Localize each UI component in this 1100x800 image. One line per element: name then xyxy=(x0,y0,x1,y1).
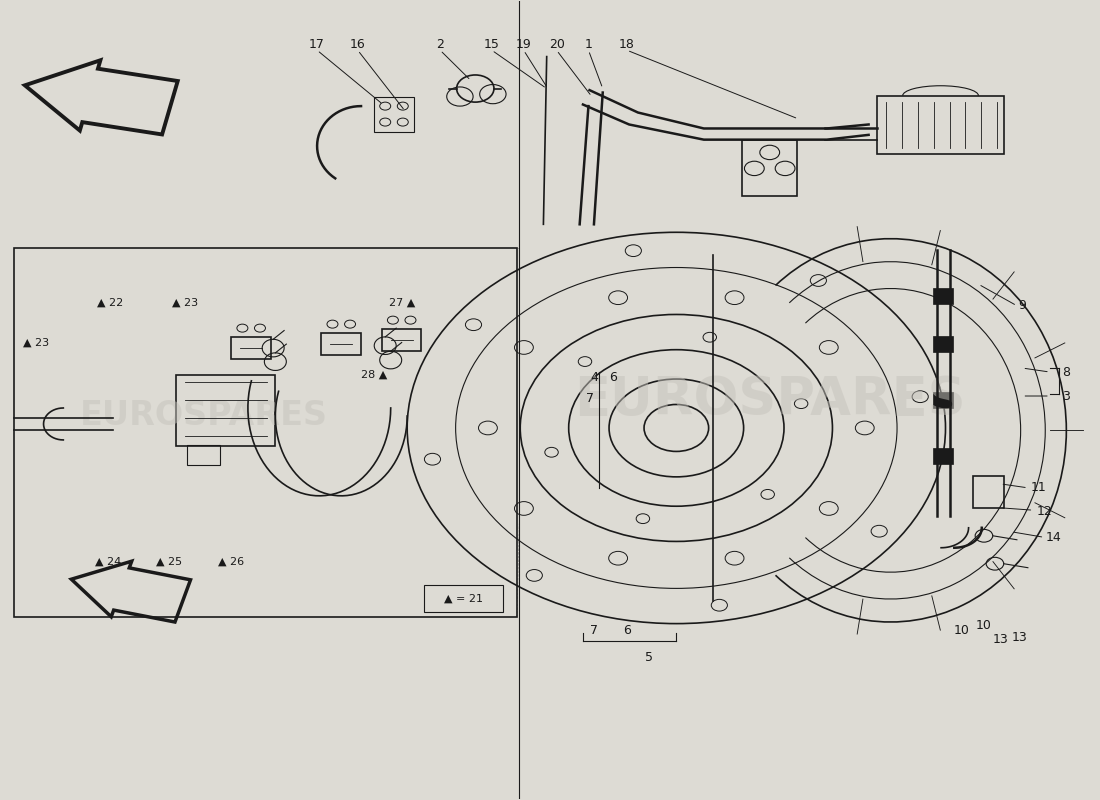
Text: 11: 11 xyxy=(1031,482,1047,494)
Text: 13: 13 xyxy=(1011,631,1027,645)
Text: 2: 2 xyxy=(437,38,444,51)
Bar xyxy=(934,392,954,408)
Text: 18: 18 xyxy=(619,38,635,51)
Text: EUROSPARES: EUROSPARES xyxy=(80,399,328,433)
Bar xyxy=(187,445,220,466)
Text: 9: 9 xyxy=(1019,299,1026,312)
Text: 6: 6 xyxy=(608,371,617,384)
Text: ▲ 22: ▲ 22 xyxy=(98,298,123,307)
Text: ▲ 25: ▲ 25 xyxy=(156,556,182,566)
Bar xyxy=(974,476,1003,508)
Bar xyxy=(424,586,503,613)
Text: 28 ▲: 28 ▲ xyxy=(361,370,387,379)
Text: 4: 4 xyxy=(590,371,598,384)
Text: 16: 16 xyxy=(350,38,365,51)
Text: 1: 1 xyxy=(584,38,593,51)
Text: ▲ 23: ▲ 23 xyxy=(173,298,198,307)
Text: ▲ 23: ▲ 23 xyxy=(23,338,48,347)
Text: 14: 14 xyxy=(1045,531,1062,544)
Bar xyxy=(934,336,954,352)
Text: 10: 10 xyxy=(954,623,970,637)
Bar xyxy=(934,288,954,304)
Bar xyxy=(321,333,361,355)
Text: 12: 12 xyxy=(1036,506,1053,518)
Text: EUROSPARES: EUROSPARES xyxy=(574,374,966,426)
Text: 6: 6 xyxy=(623,623,630,637)
Text: 17: 17 xyxy=(309,38,324,51)
Bar xyxy=(176,375,275,446)
Text: 8: 8 xyxy=(1063,366,1070,378)
Text: 5: 5 xyxy=(645,650,653,664)
Bar xyxy=(231,337,271,359)
Text: 7: 7 xyxy=(585,392,594,405)
Text: 13: 13 xyxy=(992,633,1009,646)
Bar xyxy=(14,248,517,618)
Text: 20: 20 xyxy=(549,38,564,51)
Bar xyxy=(878,96,1003,154)
Text: 15: 15 xyxy=(484,38,499,51)
Bar xyxy=(742,141,797,196)
Text: ▲ 26: ▲ 26 xyxy=(218,556,244,566)
Bar xyxy=(374,97,414,132)
Text: 10: 10 xyxy=(976,618,992,632)
Text: ▲ = 21: ▲ = 21 xyxy=(443,594,483,604)
Text: ▲ 24: ▲ 24 xyxy=(96,556,121,566)
Text: 7: 7 xyxy=(590,623,598,637)
Text: 27 ▲: 27 ▲ xyxy=(388,298,415,307)
Bar xyxy=(382,329,421,351)
Text: 19: 19 xyxy=(516,38,531,51)
Bar xyxy=(934,448,954,464)
Text: 3: 3 xyxy=(1063,390,1070,402)
